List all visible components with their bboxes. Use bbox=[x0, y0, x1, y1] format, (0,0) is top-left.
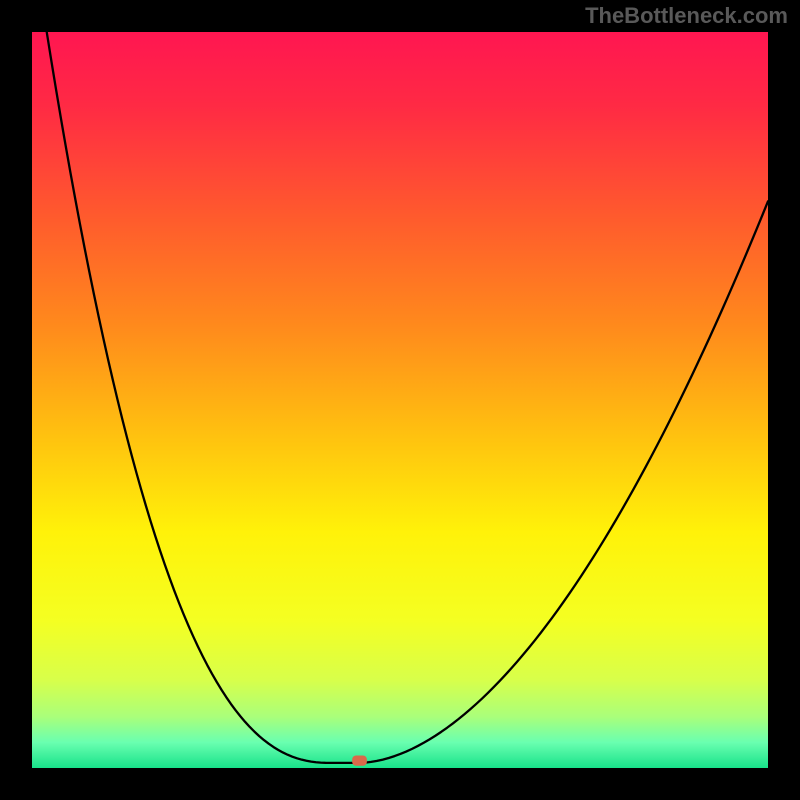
plot-background bbox=[32, 32, 768, 768]
stage: TheBottleneck.com bbox=[0, 0, 800, 800]
chart-svg bbox=[0, 0, 800, 800]
optimal-marker bbox=[352, 755, 367, 765]
watermark-text: TheBottleneck.com bbox=[585, 3, 788, 29]
